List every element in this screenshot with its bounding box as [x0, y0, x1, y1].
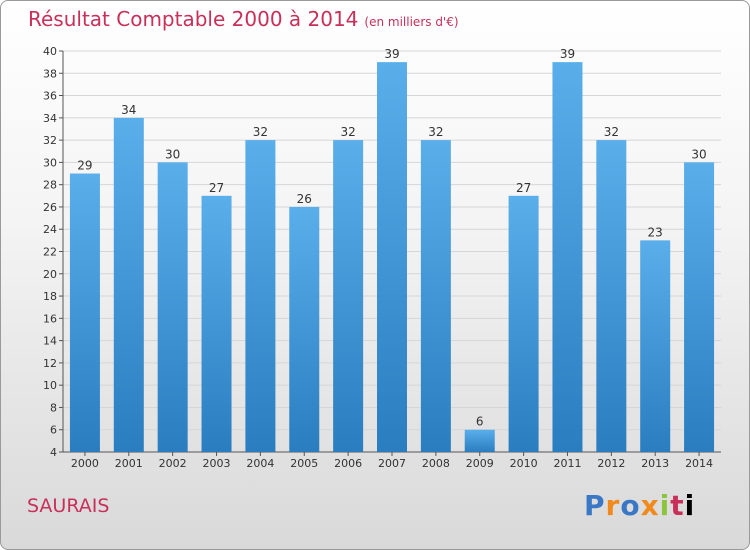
- chart-title: Résultat Comptable 2000 à 2014 (en millie…: [28, 7, 459, 31]
- x-tick-label: 2002: [159, 457, 187, 470]
- x-tick-label: 2001: [115, 457, 143, 470]
- y-tick-label: 26: [43, 201, 57, 214]
- y-tick-label: 30: [43, 156, 57, 169]
- bar: [640, 240, 671, 452]
- logo-letter: x: [640, 489, 660, 522]
- bar: [508, 195, 539, 453]
- x-tick-label: 2003: [203, 457, 231, 470]
- bar-value-label: 39: [560, 47, 575, 61]
- x-tick-label: 2010: [510, 457, 538, 470]
- logo-letter: r: [605, 489, 621, 522]
- bar-value-label: 34: [121, 103, 136, 117]
- proxiti-logo: Proxiti: [584, 489, 695, 522]
- bar-value-label: 32: [604, 125, 619, 139]
- logo-letter: o: [620, 489, 641, 522]
- bar-value-label: 39: [384, 47, 399, 61]
- y-tick-label: 12: [43, 357, 57, 370]
- bar: [157, 162, 188, 452]
- bar-value-label: 27: [516, 181, 531, 195]
- bar-value-label: 27: [209, 181, 224, 195]
- y-tick-label: 34: [43, 112, 57, 125]
- x-tick-label: 2014: [685, 457, 713, 470]
- bar: [552, 62, 583, 453]
- bar-value-label: 32: [428, 125, 443, 139]
- logo-letter: i: [684, 489, 696, 522]
- x-tick-label: 2009: [466, 457, 494, 470]
- bar: [201, 195, 232, 453]
- x-tick-label: 2011: [553, 457, 581, 470]
- y-tick-label: 16: [43, 312, 57, 325]
- bar: [289, 206, 320, 452]
- labels: 4 6 8 10 12 14 16 18 20 22 24 26 28 30 32 34 36 38 40 29 200…: [43, 45, 713, 470]
- y-tick-label: 18: [43, 290, 57, 303]
- y-tick-label: 4: [50, 446, 57, 459]
- bar-value-label: 32: [253, 125, 268, 139]
- y-tick-label: 6: [50, 424, 57, 437]
- x-tick-label: 2006: [334, 457, 362, 470]
- chart-subtitle: (en milliers d'€): [364, 15, 459, 29]
- y-tick-label: 40: [43, 45, 57, 58]
- bar: [464, 429, 495, 452]
- y-tick-label: 24: [43, 223, 57, 236]
- x-tick-label: 2007: [378, 457, 406, 470]
- bar: [596, 140, 627, 452]
- chart-title-text: Résultat Comptable 2000 à 2014: [28, 7, 359, 31]
- y-tick-label: 38: [43, 67, 57, 80]
- bar: [684, 162, 715, 452]
- bar-value-label: 26: [297, 192, 312, 206]
- x-tick-label: 2005: [290, 457, 318, 470]
- bar-value-label: 29: [77, 159, 92, 173]
- bar-value-label: 32: [340, 125, 355, 139]
- bar: [113, 117, 144, 452]
- y-tick-label: 22: [43, 246, 57, 259]
- logo-letter: P: [584, 489, 606, 522]
- x-tick-label: 2008: [422, 457, 450, 470]
- x-tick-label: 2004: [246, 457, 274, 470]
- bar-value-label: 23: [648, 225, 663, 239]
- bars: [69, 62, 715, 453]
- x-tick-label: 2012: [597, 457, 625, 470]
- y-tick-label: 36: [43, 90, 57, 103]
- y-tick-label: 14: [43, 335, 57, 348]
- bar: [69, 173, 100, 452]
- logo-letter: t: [670, 489, 685, 522]
- bar-value-label: 30: [165, 147, 180, 161]
- bar: [333, 140, 364, 452]
- place-name: SAURAIS: [27, 495, 110, 517]
- x-tick-label: 2000: [71, 457, 99, 470]
- x-tick-label: 2013: [641, 457, 669, 470]
- logo-letter: i: [659, 489, 671, 522]
- bar-value-label: 30: [691, 147, 706, 161]
- y-tick-label: 8: [50, 401, 57, 414]
- bar: [377, 62, 407, 453]
- y-tick-label: 10: [43, 379, 57, 392]
- y-tick-label: 32: [43, 134, 57, 147]
- y-tick-label: 20: [43, 268, 57, 281]
- bar: [420, 140, 451, 452]
- y-tick-label: 28: [43, 179, 57, 192]
- bar-value-label: 6: [476, 415, 484, 429]
- bar: [245, 140, 276, 452]
